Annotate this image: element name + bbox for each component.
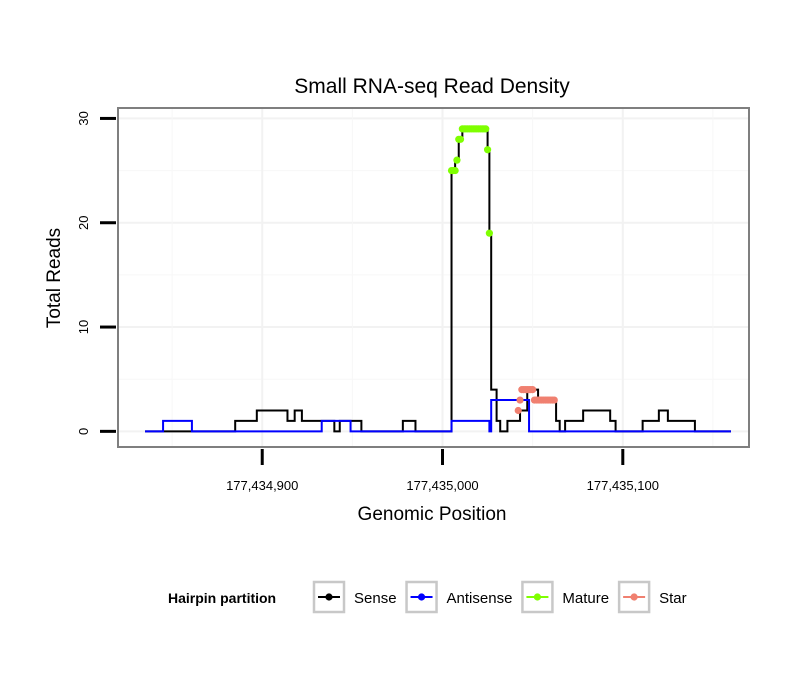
sense-legend-marker xyxy=(325,593,333,601)
mature-legend-label: Mature xyxy=(562,590,609,607)
series-lines xyxy=(145,127,731,433)
mature-point xyxy=(485,229,493,237)
y-tick-label: 0 xyxy=(76,428,91,435)
x-tick-label: 177,435,000 xyxy=(406,478,478,493)
mature-point xyxy=(451,166,459,175)
y-tick-label: 30 xyxy=(76,111,91,125)
star-legend-marker xyxy=(630,593,638,601)
star-point xyxy=(514,406,522,415)
mature-point xyxy=(483,146,492,154)
chart-title: Small RNA-seq Read Density xyxy=(294,75,570,98)
legend-entries: Sense Antisense Mature Star xyxy=(312,580,687,614)
plot-panel xyxy=(118,108,749,447)
plot-border xyxy=(117,107,750,448)
antisense-legend-label: Antisense xyxy=(447,590,513,607)
mature-point xyxy=(456,135,465,143)
x-axis-label: Genomic Position xyxy=(358,504,507,525)
y-axis: 0 10 20 30 xyxy=(76,111,116,435)
y-tick-label: 10 xyxy=(76,320,91,334)
x-tick-label: 177,435,100 xyxy=(587,478,659,493)
star-point xyxy=(550,396,558,404)
star-legend-label: Star xyxy=(659,590,687,607)
sense-legend-label: Sense xyxy=(354,590,397,607)
mature-point xyxy=(453,156,461,164)
x-axis: 177,434,900 177,435,000 177,435,100 xyxy=(226,449,659,493)
series-points xyxy=(447,125,558,415)
star-point xyxy=(529,386,537,394)
antisense-legend-marker xyxy=(417,593,426,601)
antisense-line xyxy=(145,399,731,433)
grid-lines xyxy=(118,108,749,447)
y-axis-label: Total Reads xyxy=(44,228,65,328)
y-tick-label: 20 xyxy=(76,216,91,230)
sense-line xyxy=(145,127,731,433)
x-tick-label: 177,434,900 xyxy=(226,478,298,493)
star-point xyxy=(516,396,524,404)
mature-point xyxy=(482,125,490,133)
legend: Hairpin partition Sense Antisense Mature St… xyxy=(168,580,687,614)
mature-legend-marker xyxy=(533,593,542,601)
legend-title: Hairpin partition xyxy=(168,590,276,606)
